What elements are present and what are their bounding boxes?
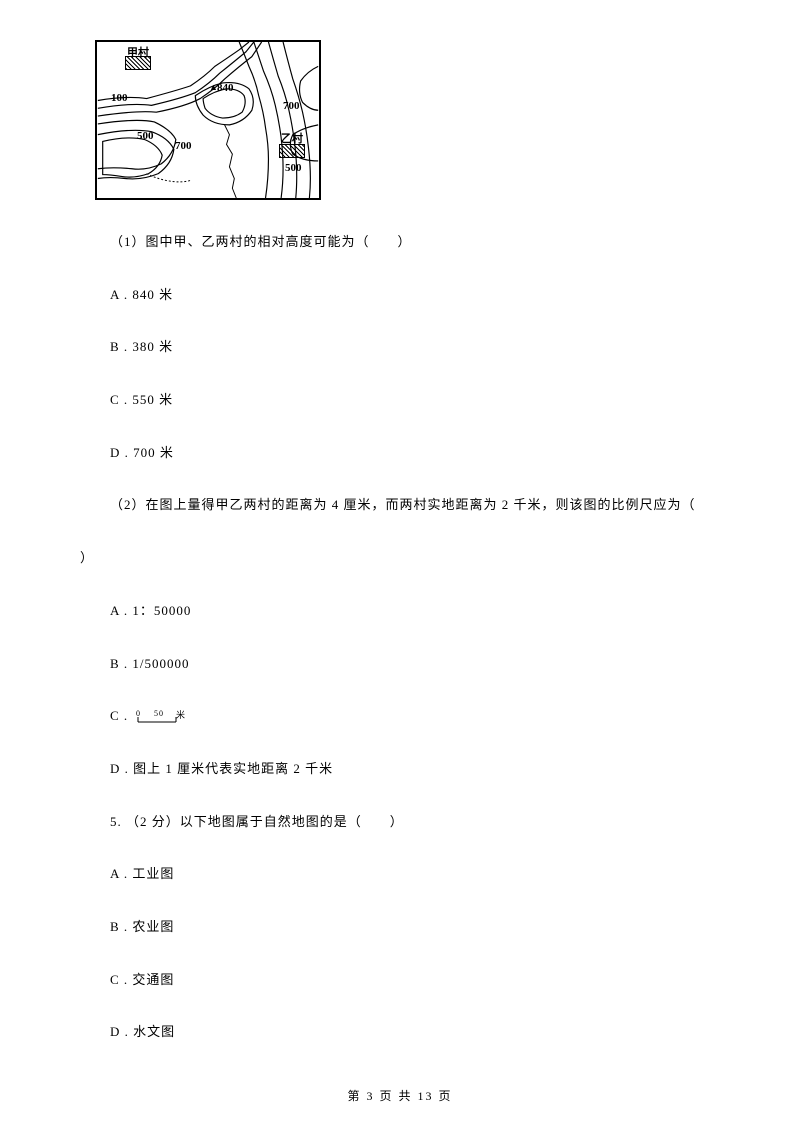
q5-option-c: C . 交通图: [80, 968, 720, 993]
q2-option-d: D . 图上 1 厘米代表实地距离 2 千米: [80, 757, 720, 782]
contour-840: 840: [217, 82, 234, 94]
q2-stem-prefix: （2）在图上量得甲乙两村的距离为 4 厘米，而两村实地距离为 2 千米，则该图的…: [110, 497, 710, 512]
contour-700b: 700: [283, 100, 300, 112]
q5-stem: 5. （2 分）以下地图属于自然地图的是（ ）: [80, 810, 720, 835]
q1-option-d: D . 700 米: [80, 441, 720, 466]
svg-text:米: 米: [176, 709, 186, 720]
village-b-box: [279, 144, 305, 158]
q5-option-b: B . 农业图: [80, 915, 720, 940]
q2-option-c-prefix: C .: [110, 708, 132, 723]
q1-stem: （1）图中甲、乙两村的相对高度可能为（ ）: [80, 230, 720, 255]
page-footer: 第 3 页 共 13 页: [0, 1087, 800, 1104]
q2-stem-line2: ）: [80, 546, 720, 571]
q1-option-c: C . 550 米: [80, 388, 720, 413]
contour-700a: 700: [175, 140, 192, 152]
contour-map: 甲村 乙村 100 500 700 840 700 500 ▲: [95, 40, 321, 200]
q1-option-b: B . 380 米: [80, 335, 720, 360]
q2-stem-line1: （2）在图上量得甲乙两村的距离为 4 厘米，而两村实地距离为 2 千米，则该图的…: [80, 493, 720, 518]
scale-bar-icon: 0 50 米: [136, 709, 190, 725]
contour-500a: 500: [137, 130, 154, 142]
q1-option-a: A . 840 米: [80, 283, 720, 308]
q2-option-a: A . 1：50000: [80, 599, 720, 624]
q5-option-a: A . 工业图: [80, 862, 720, 887]
svg-text:0: 0: [136, 709, 141, 718]
village-a-label: 甲村: [127, 44, 149, 60]
q2-option-b: B . 1/500000: [80, 652, 720, 677]
q2-option-c: C . 0 50 米: [80, 704, 720, 729]
contour-500b: 500: [285, 162, 302, 174]
village-b-label: 乙村: [281, 130, 303, 146]
peak-triangle: ▲: [209, 82, 218, 92]
q5-option-d: D . 水文图: [80, 1020, 720, 1045]
svg-text:50: 50: [154, 709, 164, 718]
contour-100: 100: [111, 92, 128, 104]
